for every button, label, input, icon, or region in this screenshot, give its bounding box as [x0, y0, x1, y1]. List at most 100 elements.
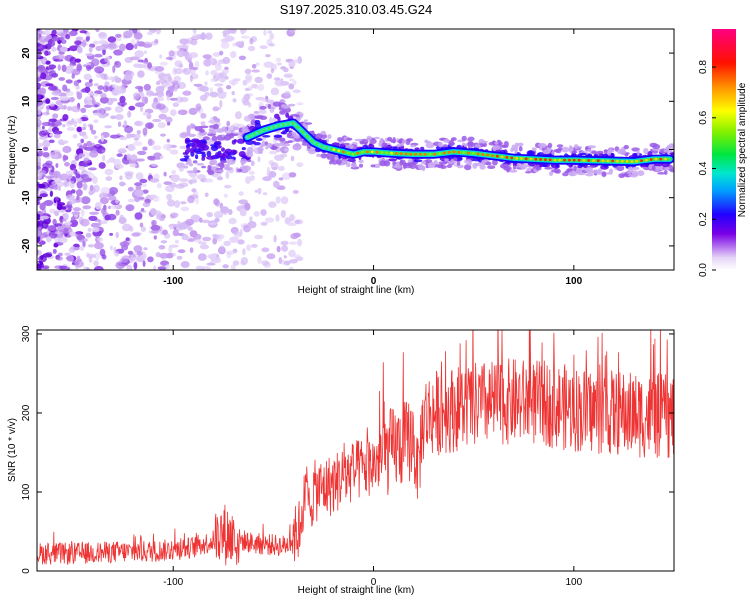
spectrogram-band-blob — [226, 158, 236, 165]
spectrogram-noise-blob — [257, 156, 261, 163]
spectrogram-noise-blob — [152, 118, 162, 123]
spectrogram-band-blob — [604, 149, 608, 155]
spectrogram-noise-blob — [42, 139, 51, 148]
spectrogram-band-blob — [601, 171, 607, 177]
spectrogram-noise-blob — [39, 193, 49, 198]
spectrogram-band-blob — [320, 153, 328, 159]
ridge-point — [596, 159, 600, 163]
spectrogram-noise-blob — [169, 97, 178, 101]
spectrogram-band-blob — [350, 162, 357, 168]
spectrogram-band-blob — [358, 159, 364, 163]
spectrogram-noise-blob — [125, 204, 135, 212]
spectrogram-noise-blob — [187, 179, 198, 184]
spectrogram-noise-blob — [197, 253, 207, 261]
spectrogram-band-blob — [294, 135, 301, 139]
spectrogram-band-blob — [191, 144, 198, 149]
snr-series — [37, 330, 674, 566]
spectrogram-noise-blob — [288, 249, 296, 258]
spectrogram-band-blob — [281, 104, 291, 109]
spectrogram-noise-blob — [76, 46, 83, 54]
spectrogram-noise-blob — [232, 260, 240, 266]
spectrogram-noise-blob — [166, 121, 171, 126]
spectrogram-band-blob — [437, 164, 443, 169]
spectrogram-band-blob — [391, 146, 398, 150]
spectrogram-noise-blob — [180, 201, 187, 205]
spectrogram-noise-blob — [114, 77, 122, 83]
spectrogram-band-blob — [643, 148, 649, 155]
spectrogram-noise-blob — [254, 234, 264, 240]
spectrogram-noise-blob — [100, 220, 108, 225]
spectrogram-noise-blob — [154, 66, 165, 72]
ridge-point — [399, 152, 403, 156]
spectrogram-noise-blob — [136, 130, 141, 135]
spectrogram-noise-blob — [37, 263, 42, 269]
ridge-point — [327, 147, 331, 150]
spectrogram-band-blob — [233, 126, 239, 131]
spectrogram-noise-blob — [263, 29, 267, 36]
ridge-point — [659, 157, 663, 161]
ridge-point — [476, 152, 480, 156]
spectrogram-noise-blob — [231, 91, 235, 96]
spectrogram-noise-blob — [156, 183, 162, 189]
spectrogram-noise-blob — [139, 178, 148, 184]
spectrogram-noise-blob — [269, 33, 275, 40]
spectrogram-noise-blob — [113, 158, 121, 166]
spectrogram-noise-blob — [125, 172, 133, 180]
spectrogram-band-blob — [429, 162, 436, 167]
spectrogram-noise-blob — [253, 211, 260, 217]
spectrogram-noise-blob — [232, 98, 237, 103]
spectrogram-noise-blob — [88, 46, 93, 53]
spectrogram-band-blob — [373, 163, 381, 169]
spectrogram-noise-blob — [82, 240, 86, 248]
spectrogram-noise-blob — [76, 189, 83, 197]
spectrogram-noise-blob — [166, 138, 170, 143]
spectrogram-band-blob — [438, 141, 443, 148]
spectrogram-noise-blob — [238, 43, 244, 49]
spectrogram-noise-blob — [69, 65, 75, 71]
spectrogram-noise-blob — [161, 80, 169, 88]
spectrogram-band-blob — [388, 158, 398, 162]
ridge-point — [366, 150, 369, 154]
spectrogram-noise-blob — [163, 181, 172, 185]
ridge-inner — [245, 121, 672, 164]
spectrogram-noise-blob — [163, 171, 167, 177]
spectrogram-noise-blob — [244, 202, 251, 211]
spectrogram-noise-blob — [260, 221, 268, 226]
spectrogram-noise-blob — [114, 86, 124, 95]
spectrogram-band-blob — [443, 160, 449, 164]
spectrogram-noise-blob — [168, 50, 175, 57]
spectrogram-noise-blob — [37, 138, 40, 143]
spectrogram-noise-blob — [94, 104, 99, 108]
spectrogram-noise-blob — [214, 217, 220, 223]
spectrogram-noise-blob — [75, 36, 84, 41]
spectrogram-noise-blob — [242, 248, 246, 256]
spectrogram-band-blob — [585, 173, 594, 177]
spectrogram-band-blob — [337, 137, 343, 142]
spectrogram-noise-blob — [86, 177, 92, 182]
spectrogram-noise-blob — [112, 65, 116, 73]
spectrogram-noise-blob — [142, 111, 149, 116]
spectrogram-noise-blob — [65, 221, 72, 226]
snr-background — [37, 330, 674, 571]
spectrogram-band-blob — [229, 133, 239, 137]
ridge-point — [462, 151, 466, 155]
spectrogram-noise-blob — [205, 70, 209, 76]
spectrogram-noise-blob — [62, 39, 66, 45]
spectrogram-noise-blob — [123, 154, 127, 161]
ridge-point — [265, 127, 268, 131]
spectrogram-noise-blob — [119, 241, 130, 247]
spectrogram-noise-blob — [160, 240, 168, 244]
spectrogram-noise-blob — [189, 75, 193, 83]
spectrogram-noise-blob — [186, 125, 191, 133]
spectrogram-noise-blob — [214, 214, 223, 218]
spectrogram-noise-blob — [140, 104, 143, 113]
spectrogram-noise-blob — [78, 166, 86, 170]
spectrogram-noise-blob — [125, 237, 130, 242]
spectrogram-noise-blob — [229, 236, 240, 243]
spectrogram-noise-blob — [234, 111, 242, 120]
spectrogram-noise-blob — [38, 150, 43, 157]
spectrogram-noise-blob — [167, 199, 175, 207]
spectrogram-band-blob — [213, 142, 221, 145]
spectrogram-noise-blob — [56, 204, 63, 211]
spectrogram-noise-blob — [212, 116, 218, 121]
